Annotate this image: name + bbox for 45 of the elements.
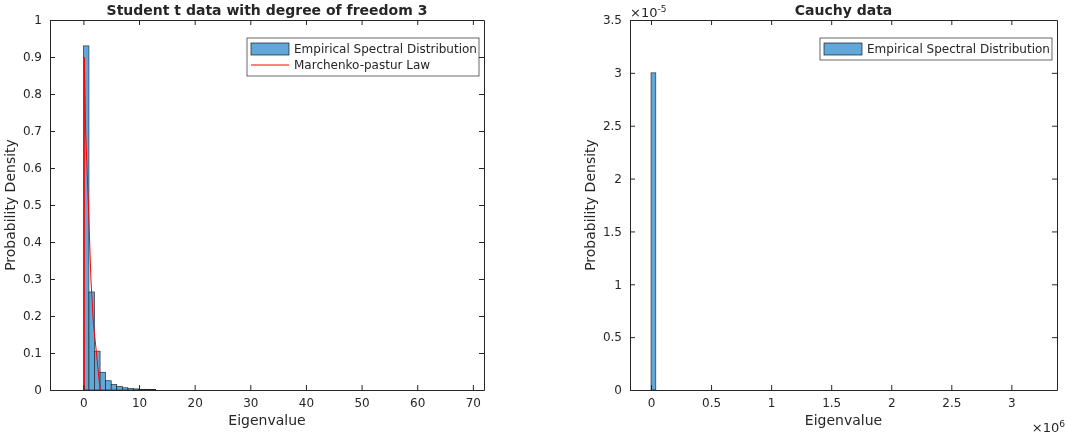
- x-tick-label: 30: [243, 395, 259, 410]
- x-tick-label: 1: [767, 395, 776, 410]
- x-tick-label: 10: [131, 395, 148, 410]
- text: ×10$^{-5}$: [630, 4, 667, 20]
- y-tick-label: 0.2: [22, 309, 42, 324]
- x-tick-label: 0: [647, 395, 656, 410]
- y-tick-label: 0.5: [602, 330, 622, 345]
- y-tick-label: 1: [34, 13, 42, 28]
- x-tick-label: 60: [410, 395, 426, 410]
- x-tick-label: 3: [1008, 395, 1016, 410]
- x-tick-label: 1.5: [822, 395, 842, 410]
- y-tick-label: 0: [614, 383, 622, 398]
- chart-title: Cauchy data: [794, 2, 893, 18]
- y-tick-label: 0.4: [22, 235, 42, 250]
- y-axis-title: Probability Density: [2, 139, 18, 271]
- x-tick-label: 50: [354, 395, 370, 410]
- y-tick-label: 2.5: [602, 119, 622, 134]
- y-tick-label: 0.6: [22, 161, 42, 176]
- legend-label: Empirical Spectral Distribution: [294, 42, 477, 56]
- x-axis-title: Eigenvalue: [228, 412, 306, 428]
- y-tick-label: 0.1: [22, 346, 42, 361]
- y-tick-label: 0.7: [22, 124, 42, 139]
- y-tick-label: 3.5: [602, 13, 622, 28]
- y-tick-label: 0.5: [22, 198, 42, 213]
- y-tick-label: 1.5: [602, 224, 622, 239]
- y-tick-label: 0.8: [22, 87, 42, 102]
- chart-title: Student t data with degree of freedom 3: [106, 2, 428, 18]
- y-tick-label: 3: [614, 66, 622, 81]
- y-axis-title: Probability Density: [582, 139, 598, 271]
- y-tick-label: 0: [34, 383, 42, 398]
- y-tick-label: 0.3: [22, 272, 42, 287]
- legend-label: Empirical Spectral Distribution: [867, 42, 1050, 56]
- x-tick-label: 70: [465, 395, 482, 410]
- x-tick-label: 2.5: [942, 395, 962, 410]
- x-tick-label: 0: [80, 395, 88, 410]
- text: ×10$^{6}$: [1031, 419, 1066, 432]
- y-tick-label: 0.9: [22, 50, 42, 65]
- x-tick-label: 2: [887, 395, 896, 410]
- x-axis-title: Eigenvalue: [804, 412, 883, 428]
- x-tick-label: 40: [298, 395, 315, 410]
- y-tick-label: 1: [614, 277, 622, 292]
- x-tick-label: 20: [187, 395, 203, 410]
- legend-label: Marchenko-pastur Law: [294, 58, 431, 72]
- y-tick-label: 2: [614, 171, 622, 186]
- x-tick-label: 0.5: [702, 395, 722, 410]
